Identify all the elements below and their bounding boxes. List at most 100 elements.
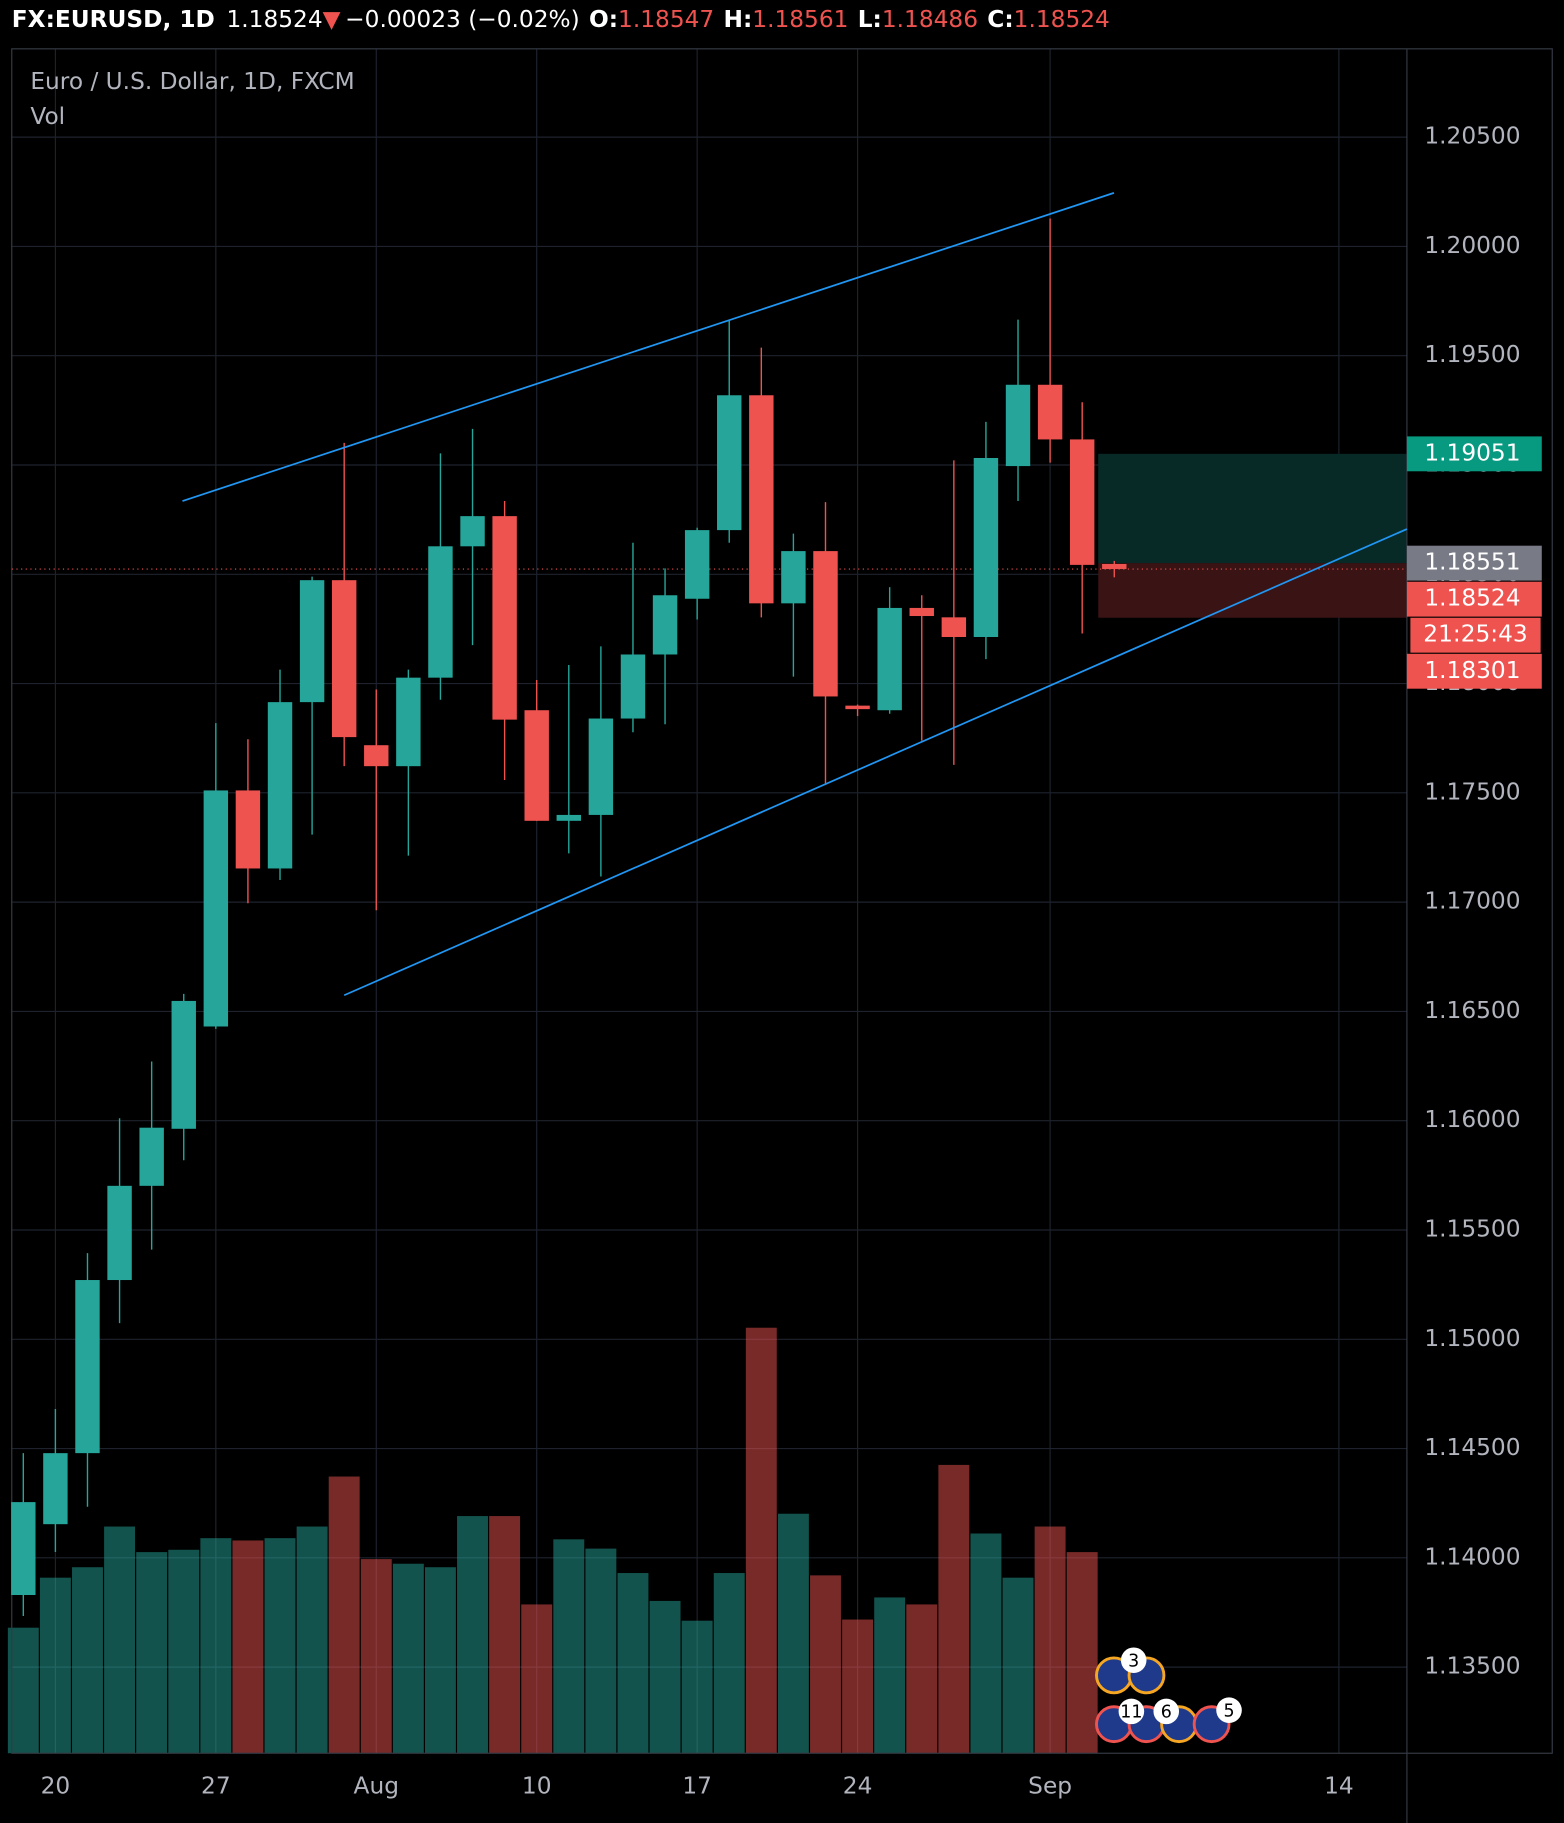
x-tick-label: Aug xyxy=(354,1772,399,1799)
volume-bar xyxy=(392,1563,424,1754)
x-tick-label: 17 xyxy=(682,1772,712,1799)
volume-bar xyxy=(1066,1552,1098,1754)
volume-bar xyxy=(713,1573,745,1754)
x-tick-label: 10 xyxy=(522,1772,552,1799)
candle-body xyxy=(749,395,774,604)
y-tick-label: 1.16000 xyxy=(1424,1106,1520,1133)
symbol: FX:EURUSD, 1D xyxy=(12,5,215,32)
y-tick-label: 1.20000 xyxy=(1424,232,1520,259)
ohlc-value: 1.18486 xyxy=(882,5,978,32)
candle-body xyxy=(845,705,870,710)
price-badge xyxy=(1406,581,1542,617)
candle-body xyxy=(652,595,678,655)
ohlc-label: L: xyxy=(858,5,882,32)
candle-body xyxy=(235,790,261,869)
candle-body xyxy=(1069,439,1095,565)
change: −0.00023 (−0.02%) xyxy=(345,5,580,32)
price-badge xyxy=(1406,653,1542,689)
volume-label: Vol xyxy=(30,103,65,130)
price-badge-label: 1.18524 xyxy=(1424,585,1520,612)
x-tick-label: Sep xyxy=(1028,1772,1072,1799)
candle-body xyxy=(1037,384,1063,440)
volume-bar xyxy=(328,1476,360,1754)
candle-body xyxy=(331,580,357,738)
y-tick-label: 1.14000 xyxy=(1424,1543,1520,1570)
x-tick-label: 14 xyxy=(1324,1772,1354,1799)
candle-body xyxy=(203,790,229,1027)
y-tick-label: 1.14500 xyxy=(1424,1434,1520,1461)
candle-body xyxy=(781,551,806,604)
event-count-bg xyxy=(1120,1647,1147,1674)
y-tick-label: 1.19500 xyxy=(1424,341,1520,368)
candle-body xyxy=(877,607,902,711)
volume-bar xyxy=(104,1526,136,1754)
volume-bar xyxy=(745,1327,777,1754)
ohlc-value: 1.18524 xyxy=(1014,5,1110,32)
countdown-label: 21:25:43 xyxy=(1423,621,1527,648)
y-tick-label: 1.17000 xyxy=(1424,888,1520,915)
candle-body xyxy=(684,530,710,599)
candle-body xyxy=(171,1000,196,1129)
y-tick-label: 1.15000 xyxy=(1424,1325,1520,1352)
trend-line xyxy=(182,192,1115,502)
volume-bar xyxy=(232,1540,264,1754)
volume-bar xyxy=(168,1549,200,1754)
volume-bar xyxy=(489,1516,521,1754)
candle-body xyxy=(556,814,582,821)
candle-body xyxy=(813,551,838,697)
candle-body xyxy=(396,677,421,767)
event-count-bg xyxy=(1153,1698,1180,1725)
candle-body xyxy=(299,580,325,703)
volume-bar xyxy=(970,1533,1002,1754)
candle-body xyxy=(492,516,517,720)
volume-bar xyxy=(777,1513,809,1754)
volume-bar xyxy=(553,1539,585,1754)
volume-bar xyxy=(264,1538,296,1754)
y-tick-label: 1.15500 xyxy=(1424,1215,1520,1242)
stop-zone xyxy=(1098,563,1407,618)
trend-line xyxy=(343,528,1408,997)
event-count: 3 xyxy=(1128,1651,1139,1671)
price-badge xyxy=(1406,545,1542,581)
countdown-badge xyxy=(1410,617,1541,653)
plot-layer xyxy=(7,48,1407,1754)
volume-bar xyxy=(296,1526,328,1754)
candle-body xyxy=(11,1502,36,1595)
candle-body xyxy=(139,1127,164,1186)
candle-body xyxy=(460,516,485,547)
header-last: 1.18524 xyxy=(226,5,322,32)
volume-bar xyxy=(938,1464,970,1754)
volume-bar xyxy=(424,1567,456,1754)
ohlc-value: 1.18547 xyxy=(618,5,714,32)
volume-bar xyxy=(906,1604,938,1754)
candle-body xyxy=(588,718,614,815)
event-count-bg xyxy=(1118,1698,1145,1725)
volume-bar xyxy=(7,1627,39,1754)
volume-bar xyxy=(810,1575,841,1754)
candle-body xyxy=(1005,384,1031,467)
volume-bar xyxy=(200,1538,232,1754)
volume-bar xyxy=(681,1620,713,1754)
volume-bar xyxy=(649,1600,681,1754)
volume-bar xyxy=(360,1559,392,1754)
volume-bar xyxy=(457,1516,488,1754)
volume-bar xyxy=(39,1577,71,1754)
candle-body xyxy=(75,1280,100,1454)
plot-border xyxy=(11,48,1553,1754)
price-badge-label: 1.19051 xyxy=(1424,439,1520,466)
candle-body xyxy=(107,1185,132,1281)
candle-body xyxy=(717,395,742,531)
candle-body xyxy=(941,617,967,638)
candle-body xyxy=(1102,564,1127,570)
volume-bar xyxy=(874,1597,906,1754)
candle-body xyxy=(524,710,549,821)
volume-bar xyxy=(1002,1577,1034,1754)
price-badge-label: 1.18551 xyxy=(1424,549,1520,576)
candle-body xyxy=(364,745,389,767)
event-count: 5 xyxy=(1223,1701,1234,1721)
volume-bar xyxy=(842,1619,874,1754)
candle-body xyxy=(43,1453,68,1525)
volume-bar xyxy=(136,1552,168,1754)
